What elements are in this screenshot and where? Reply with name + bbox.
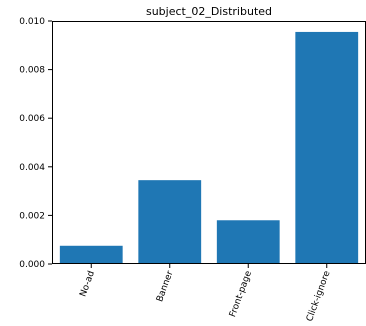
bar-click-ignore [295, 31, 359, 265]
bar-front-page [216, 220, 280, 264]
y-tick-label: 0.002 [19, 211, 45, 221]
y-axis: 0.000 0.002 0.004 0.006 0.008 0.010 [19, 17, 52, 270]
x-tick-label: No-ad [78, 270, 97, 299]
x-axis: No-ad Banner Front-page Click-ignore [78, 264, 333, 323]
x-tick-label: Banner [155, 269, 176, 303]
y-tick-label: 0.008 [19, 66, 45, 76]
y-tick-label: 0.006 [19, 114, 45, 124]
bars-group [59, 31, 359, 265]
bar-no-ad [59, 245, 123, 264]
bar-banner [138, 180, 202, 264]
y-tick-label: 0.010 [19, 17, 45, 27]
x-tick-label: Click-ignore [305, 269, 333, 323]
y-tick-label: 0.000 [19, 260, 45, 270]
x-tick-label: Front-page [228, 269, 254, 318]
y-tick-label: 0.004 [19, 163, 45, 173]
chart-title: subject_02_Distributed [146, 5, 272, 18]
